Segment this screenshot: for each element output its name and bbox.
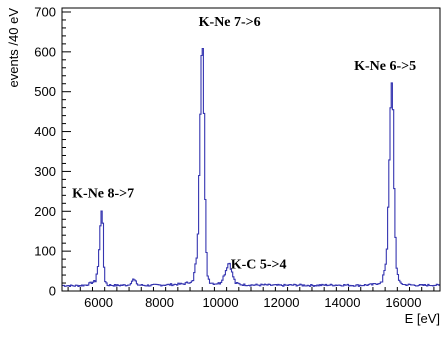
peak-annotation: K-Ne 7->6 [199,15,261,30]
y-axis-title: events /40 eV [6,8,21,88]
x-tick-label: 14000 [324,295,360,310]
x-axis-title: E [eV] [405,311,440,326]
x-tick-label: 10000 [202,295,238,310]
x-tick-label: 8000 [145,295,174,310]
peak-annotation: K-C 5->4 [231,257,287,272]
peak-annotation: K-Ne 6->5 [354,59,416,74]
x-tick-label: 12000 [263,295,299,310]
y-tick-label: 0 [49,284,56,299]
y-tick-label: 100 [34,244,56,259]
histogram-line [62,47,440,288]
x-tick-label: 6000 [84,295,113,310]
y-tick-label: 600 [34,44,56,59]
peak-annotation: K-Ne 8->7 [72,186,134,201]
annotation-layer: K-Ne 8->7 K-Ne 7->6 K-C 5->4 K-Ne 6->5 [72,15,416,272]
plot-frame [61,7,441,292]
y-tick-label: 500 [34,84,56,99]
y-tick-label: 200 [34,204,56,219]
axes-layer: 6000 8000 10000 12000 14000 16000 0 100 200 300 40… [34,4,441,310]
y-tick-label: 300 [34,164,56,179]
plot-layer [62,47,440,288]
x-tick-label: 16000 [385,295,421,310]
y-tick-label: 400 [34,124,56,139]
y-tick-label: 700 [34,4,56,19]
